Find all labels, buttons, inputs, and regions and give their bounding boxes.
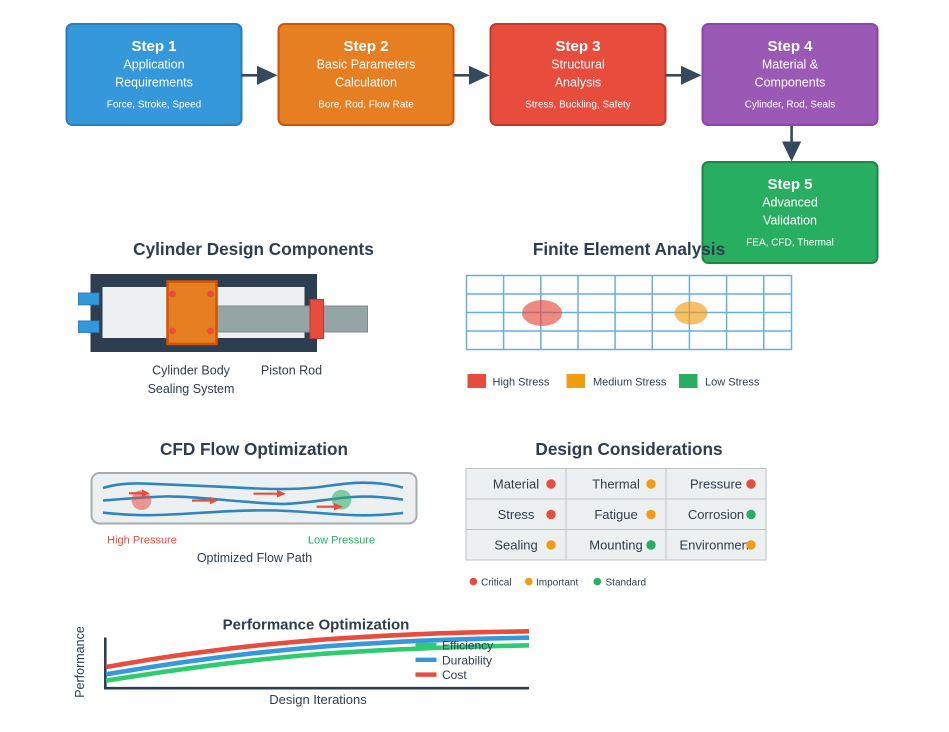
svg-text:Validation: Validation [763, 214, 817, 228]
svg-text:Cost: Cost [442, 668, 467, 682]
svg-text:Application: Application [123, 58, 184, 72]
svg-text:Performance Optimization: Performance Optimization [223, 617, 410, 634]
svg-text:Material &: Material & [762, 58, 819, 72]
svg-text:Bore, Rod, Flow Rate: Bore, Rod, Flow Rate [318, 100, 414, 111]
svg-text:Standard: Standard [606, 578, 647, 589]
svg-text:Durability: Durability [442, 653, 492, 667]
svg-text:Fatigue: Fatigue [594, 507, 637, 522]
svg-text:Optimized Flow Path: Optimized Flow Path [197, 551, 312, 565]
svg-text:Cylinder Body: Cylinder Body [152, 364, 231, 378]
svg-text:Important: Important [536, 578, 578, 589]
svg-text:Cylinder, Rod, Seals: Cylinder, Rod, Seals [745, 100, 836, 111]
svg-text:Corrosion: Corrosion [688, 507, 744, 522]
svg-text:Low Pressure: Low Pressure [308, 535, 375, 547]
svg-text:Stress, Buckling, Safety: Stress, Buckling, Safety [525, 100, 631, 111]
svg-text:Step 4: Step 4 [767, 38, 813, 55]
svg-text:Requirements: Requirements [115, 76, 193, 90]
svg-text:Environment: Environment [680, 538, 753, 553]
svg-text:Step 3: Step 3 [555, 38, 600, 55]
svg-text:Piston Rod: Piston Rod [261, 364, 322, 378]
svg-text:Calculation: Calculation [335, 76, 397, 90]
svg-text:Critical: Critical [481, 578, 512, 589]
svg-text:Step 2: Step 2 [343, 38, 388, 55]
svg-text:Efficiency: Efficiency [442, 639, 493, 653]
svg-text:High Pressure: High Pressure [107, 535, 177, 547]
svg-text:Design Considerations: Design Considerations [535, 439, 722, 459]
svg-text:Analysis: Analysis [555, 76, 602, 90]
svg-text:Performance: Performance [73, 626, 87, 698]
svg-text:Thermal: Thermal [592, 477, 640, 492]
svg-text:Finite Element Analysis: Finite Element Analysis [533, 239, 725, 259]
svg-text:Structural: Structural [551, 58, 605, 72]
svg-text:Step 5: Step 5 [767, 176, 812, 193]
svg-text:High Stress: High Stress [493, 377, 550, 389]
svg-text:Advanced: Advanced [762, 196, 818, 210]
svg-text:Cylinder Design Components: Cylinder Design Components [133, 239, 374, 259]
svg-text:Components: Components [755, 76, 826, 90]
svg-text:Mounting: Mounting [589, 538, 642, 553]
svg-text:Pressure: Pressure [690, 477, 742, 492]
svg-text:Force, Stroke, Speed: Force, Stroke, Speed [107, 100, 202, 111]
svg-text:FEA, CFD, Thermal: FEA, CFD, Thermal [746, 238, 834, 249]
svg-text:Medium Stress: Medium Stress [593, 377, 667, 389]
svg-text:Stress: Stress [498, 507, 535, 522]
svg-text:CFD Flow Optimization: CFD Flow Optimization [160, 439, 348, 459]
svg-text:Sealing: Sealing [494, 538, 537, 553]
svg-text:Design Iterations: Design Iterations [269, 692, 367, 707]
svg-text:Material: Material [493, 477, 539, 492]
svg-text:Step 1: Step 1 [131, 38, 176, 55]
svg-text:Sealing System: Sealing System [148, 382, 235, 396]
svg-text:Low Stress: Low Stress [705, 377, 760, 389]
svg-text:Basic Parameters: Basic Parameters [317, 58, 416, 72]
